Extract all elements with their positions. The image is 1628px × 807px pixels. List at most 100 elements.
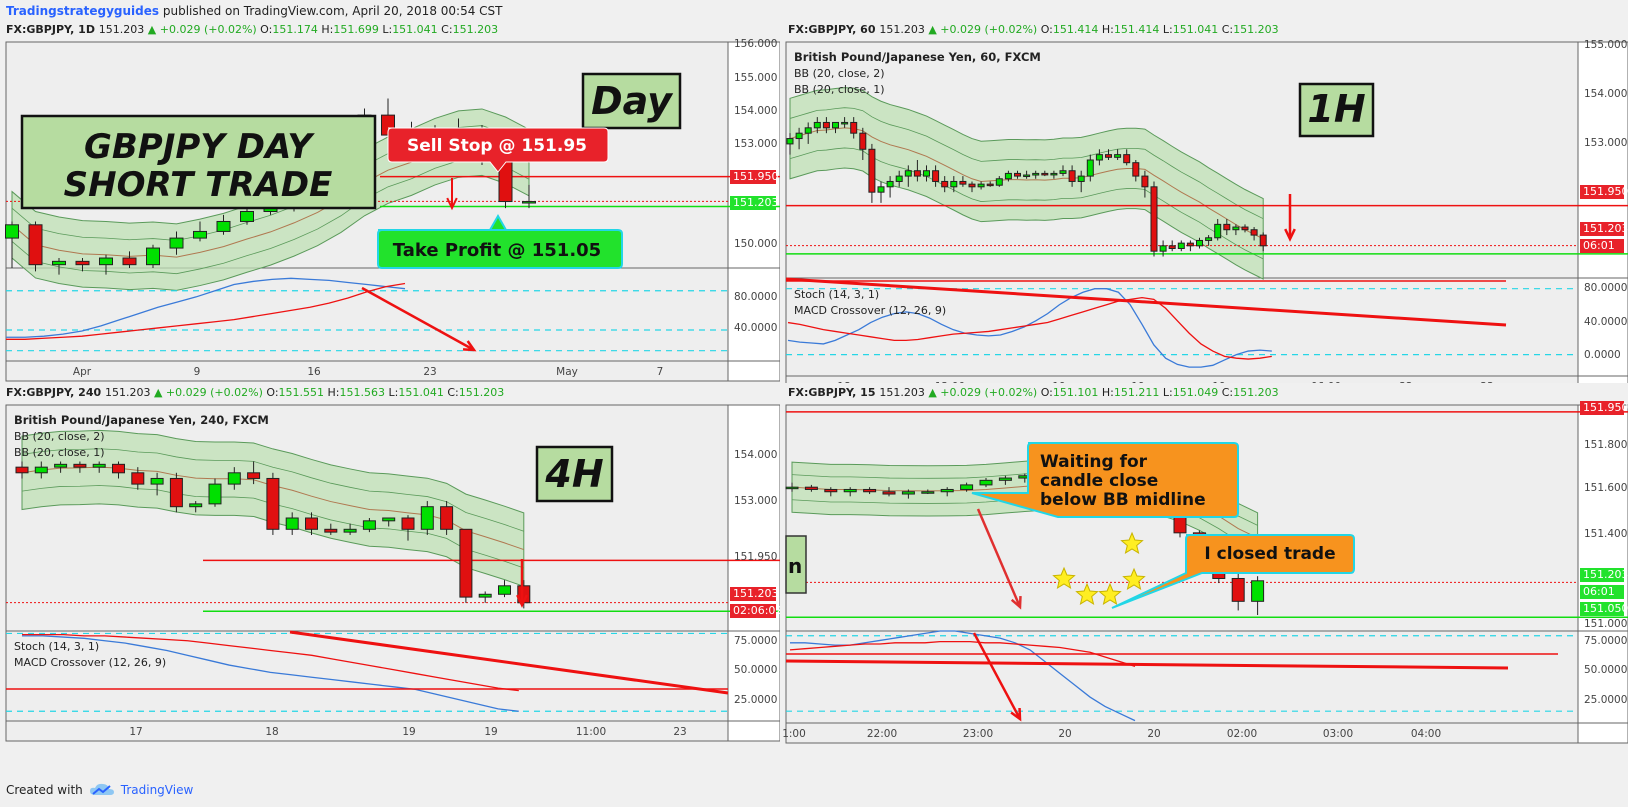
entry-arrow-head	[516, 594, 528, 608]
entry-arrow-head	[1010, 595, 1022, 610]
stoch-line	[6, 277, 406, 338]
price-tick-1: 155.000	[734, 72, 777, 84]
time-tick-0: Apr	[73, 366, 92, 378]
candle-14	[913, 170, 921, 177]
time-tick-1: 18	[265, 726, 278, 738]
bb-legend-2: BB (20, close, 1)	[794, 83, 885, 96]
star-icon-0	[1120, 531, 1144, 554]
candle-22	[986, 183, 994, 187]
candle-22	[522, 201, 536, 204]
chart-4h[interactable]: FX:GBPJPY, 240 151.203 ▲ +0.029 (+0.02%)…	[0, 383, 782, 748]
c-val: 151.203	[1233, 23, 1279, 36]
candle-11	[886, 180, 894, 188]
waiting-callout-0: Waiting for	[1040, 452, 1148, 472]
candle-23	[459, 528, 473, 598]
candle-0	[5, 224, 19, 239]
time-tick-4: 20	[1147, 728, 1160, 740]
price-tick-5: 06:01	[1583, 239, 1615, 252]
change: ▲ +0.029 (+0.02%)	[148, 23, 257, 36]
candle-43	[1177, 242, 1185, 250]
big-title-box	[20, 114, 377, 210]
candle-10	[240, 211, 254, 222]
candle-20	[401, 517, 415, 530]
stoch-legend: Stoch (14, 3, 1)	[14, 640, 99, 653]
candle-8	[193, 230, 207, 239]
price-tick-1: 154.000	[1584, 88, 1627, 100]
star-icon-1	[1052, 566, 1076, 589]
candle-8	[940, 488, 954, 493]
star-icon-3	[1098, 582, 1122, 605]
stoch-legend: Stoch (14, 3, 1)	[794, 288, 879, 301]
l-val: 151.041	[398, 386, 444, 399]
entry-arrow-head	[446, 197, 458, 211]
osc-tick-1: 50.0000	[1584, 664, 1627, 676]
candle-5	[882, 491, 896, 495]
candle-50	[1241, 226, 1249, 231]
tradingview-cloud-icon	[89, 783, 114, 795]
macd-legend: MACD Crossover (12, 26, 9)	[794, 304, 946, 317]
last-price: 151.203	[879, 23, 928, 36]
candle-28	[1041, 172, 1049, 176]
tradingview-brand[interactable]: TradingView	[120, 783, 194, 797]
time-tick-3: 20	[1058, 728, 1071, 740]
price-tick-3: 153.000	[734, 138, 777, 150]
time-tick-2: 19	[402, 726, 415, 738]
panel-day[interactable]: FX:GBPJPY, 1D 151.203 ▲ +0.029 (+0.02%) …	[0, 20, 781, 387]
candle-15	[305, 517, 318, 530]
timeframe-tag-box	[1298, 82, 1375, 138]
candle-11	[998, 477, 1012, 481]
ticker-header: FX:GBPJPY, 60 151.203 ▲ +0.029 (+0.02%) …	[788, 23, 1279, 36]
candle-24	[1004, 172, 1012, 180]
candle-4	[863, 488, 877, 493]
candle-25	[498, 585, 511, 595]
last-price: 151.203	[879, 386, 928, 399]
osc-arrow	[972, 632, 1022, 720]
h-key: H:	[324, 386, 339, 399]
c-key: C:	[1218, 23, 1233, 36]
star-icon-4	[1122, 567, 1146, 590]
price-tick-4: 02:06:02	[733, 604, 780, 617]
bollinger-inner-upper	[789, 107, 1264, 220]
candle-1	[795, 132, 803, 140]
chart-15m[interactable]: FX:GBPJPY, 15 151.203 ▲ +0.029 (+0.02%) …	[782, 383, 1628, 748]
star-icon-2	[1075, 582, 1099, 605]
candle-10	[208, 483, 222, 505]
ticker: FX:GBPJPY, 240	[6, 386, 105, 399]
chart-1h[interactable]: FX:GBPJPY, 60 151.203 ▲ +0.029 (+0.02%) …	[782, 20, 1628, 397]
time-tick-4: 11:00	[576, 726, 606, 738]
candle-34	[1095, 154, 1103, 161]
macd-line	[789, 640, 1136, 668]
author-link[interactable]: Tradingstrategyguides	[6, 4, 160, 18]
osc-tick-2: 25.0000	[1584, 694, 1627, 706]
l-val: 151.049	[1173, 386, 1219, 399]
candle-8	[859, 132, 867, 150]
osc-tick-1: 50.0000	[734, 664, 777, 676]
candle-1	[28, 224, 43, 266]
time-tick-4: May	[556, 366, 578, 378]
panel-15m[interactable]: FX:GBPJPY, 15 151.203 ▲ +0.029 (+0.02%) …	[782, 383, 1628, 752]
chart-day[interactable]: FX:GBPJPY, 1D 151.203 ▲ +0.029 (+0.02%) …	[0, 20, 781, 383]
candle-15	[923, 170, 930, 177]
price-tick-6: 150.000	[734, 238, 777, 250]
waiting-callout-1: candle close	[1040, 471, 1158, 491]
panel-1h[interactable]: FX:GBPJPY, 60 151.203 ▲ +0.029 (+0.02%) …	[782, 20, 1628, 397]
published-text: published on TradingView.com, April 20, …	[162, 4, 503, 18]
candle-42	[1168, 245, 1176, 249]
timeframe-tag-box	[535, 445, 614, 503]
osc-tick-0: 80.0000	[734, 291, 777, 303]
l-key: L:	[385, 386, 398, 399]
price-tick-5-bg	[1580, 585, 1624, 599]
panel-4h[interactable]: FX:GBPJPY, 240 151.203 ▲ +0.029 (+0.02%)…	[0, 383, 782, 752]
created-with-text: Created with	[6, 783, 83, 797]
time-tick-1: 9	[194, 366, 201, 378]
sell-stop-callout-bg	[387, 127, 609, 173]
h-val: 151.211	[1114, 386, 1160, 399]
left-edge-text: n	[788, 554, 802, 578]
o-key: O:	[263, 386, 279, 399]
macd-line	[787, 296, 1272, 360]
osc-tick-2: 25.0000	[734, 694, 777, 706]
candle-13	[904, 170, 912, 177]
candle-4	[822, 121, 830, 129]
candle-52	[1259, 234, 1267, 247]
candle-7	[850, 121, 858, 134]
